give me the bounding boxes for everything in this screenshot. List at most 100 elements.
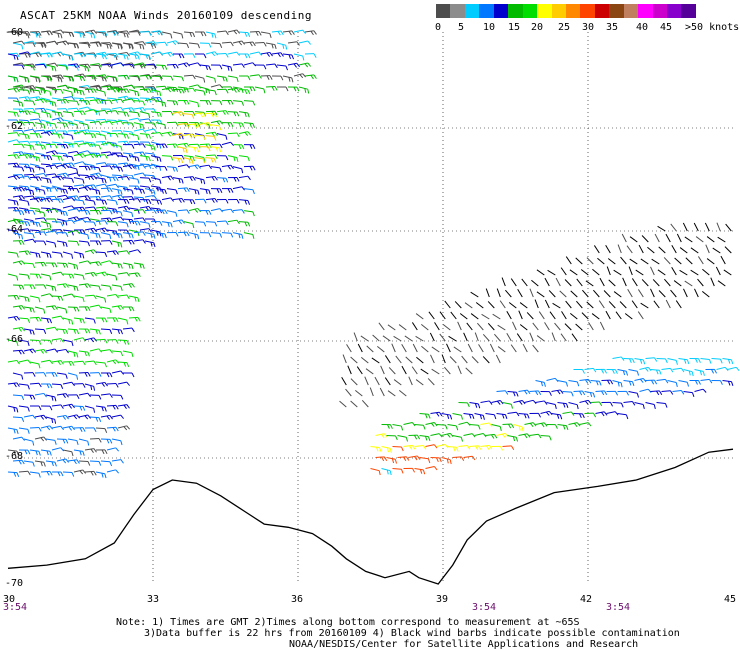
wind-barb [51,315,64,320]
wind-barb [194,112,206,118]
wind-barb [658,246,666,254]
wind-barb [84,109,98,114]
wind-barb [23,306,35,313]
wind-barb [18,110,31,116]
note-line-3: NOAA/NESDIS/Center for Satellite Applica… [289,639,639,650]
wind-barb [469,445,482,451]
wind-barb [552,302,561,309]
wind-barb [144,188,156,195]
wind-barb [591,313,600,320]
wind-barb [122,107,135,113]
wind-barb [67,350,79,358]
wind-barb [100,99,113,105]
wind-barb [238,111,250,118]
wind-barb [117,339,130,345]
wind-barb [519,324,528,331]
wind-barb [194,157,206,164]
wind-barb [40,130,54,136]
wind-barb [637,289,644,298]
wind-barb [216,88,229,94]
wind-barb [188,143,201,149]
wind-barb [51,221,64,227]
wind-barb [177,99,190,105]
wind-barb [24,210,36,215]
wind-barb [23,460,35,467]
wind-barb [106,53,119,58]
wind-barb [40,273,52,281]
wind-barb [95,405,107,412]
wind-barb [194,198,207,204]
wind-barb [249,74,262,79]
wind-barb [645,379,658,385]
wind-barb [177,231,190,237]
wind-barb [447,446,459,452]
wind-barb [395,355,402,364]
wind-barb [117,31,129,38]
wind-barb [29,176,42,182]
wind-barb [123,144,135,149]
wind-barb [374,376,380,386]
lat-label: -60 [5,27,24,38]
wind-barb [12,394,25,401]
wind-barb [568,422,581,428]
wind-barb [56,188,68,194]
wind-barb [89,64,102,70]
wind-barb [18,140,31,146]
wind-barb [100,174,112,182]
wind-barb [95,361,107,368]
wind-barb [18,273,30,280]
wind-barb [645,357,658,362]
wind-barb [565,300,572,309]
wind-barb [95,183,108,188]
wind-barb [133,231,146,236]
wind-barb [608,279,616,287]
wind-barb [661,367,674,373]
wind-barb [622,277,627,287]
wind-barb [183,74,196,80]
wind-barb [491,399,504,405]
wind-barb [656,378,669,384]
wind-barb [67,143,80,148]
wind-barb [565,256,572,265]
wind-barb [56,262,69,268]
wind-barb [586,257,594,265]
wind-barb [18,228,31,233]
wind-barb [475,302,484,309]
wind-barb [139,111,151,119]
wind-barb [34,392,47,398]
wind-barb [100,232,112,240]
wind-barb [18,96,31,102]
wind-barb [480,422,493,427]
wind-barb [150,111,162,118]
wind-barb [89,84,102,90]
wind-barb [656,402,668,408]
wind-barb [477,322,484,331]
wind-barb [199,188,211,195]
wind-barb [524,422,537,428]
wind-barb [540,410,553,416]
wind-barb [411,366,418,375]
wind-barb [56,372,68,379]
wind-barb [188,100,200,108]
wind-barb [18,221,31,227]
wind-barb [540,435,552,441]
wind-barb [243,62,257,67]
wind-barb [463,413,475,419]
wind-barb [73,153,87,159]
wind-barb [249,31,262,36]
wind-barb [89,172,103,178]
wind-barb [133,100,146,106]
wind-barb [720,255,726,265]
wind-barb [45,40,58,46]
wind-barb [536,335,545,342]
wind-barb [23,40,36,45]
wind-barb [415,379,424,386]
wind-barb [183,31,196,38]
wind-barb [18,295,30,302]
wind-barb [89,166,101,173]
wind-barb [78,372,91,377]
wind-barb [615,311,622,320]
wind-barb [597,257,605,265]
wind-barb [205,157,217,163]
wind-barb [89,41,102,46]
